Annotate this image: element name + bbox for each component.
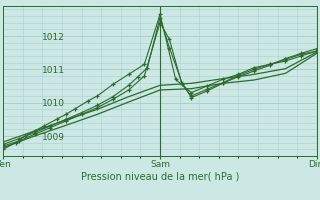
X-axis label: Pression niveau de la mer( hPa ): Pression niveau de la mer( hPa ) xyxy=(81,172,239,182)
